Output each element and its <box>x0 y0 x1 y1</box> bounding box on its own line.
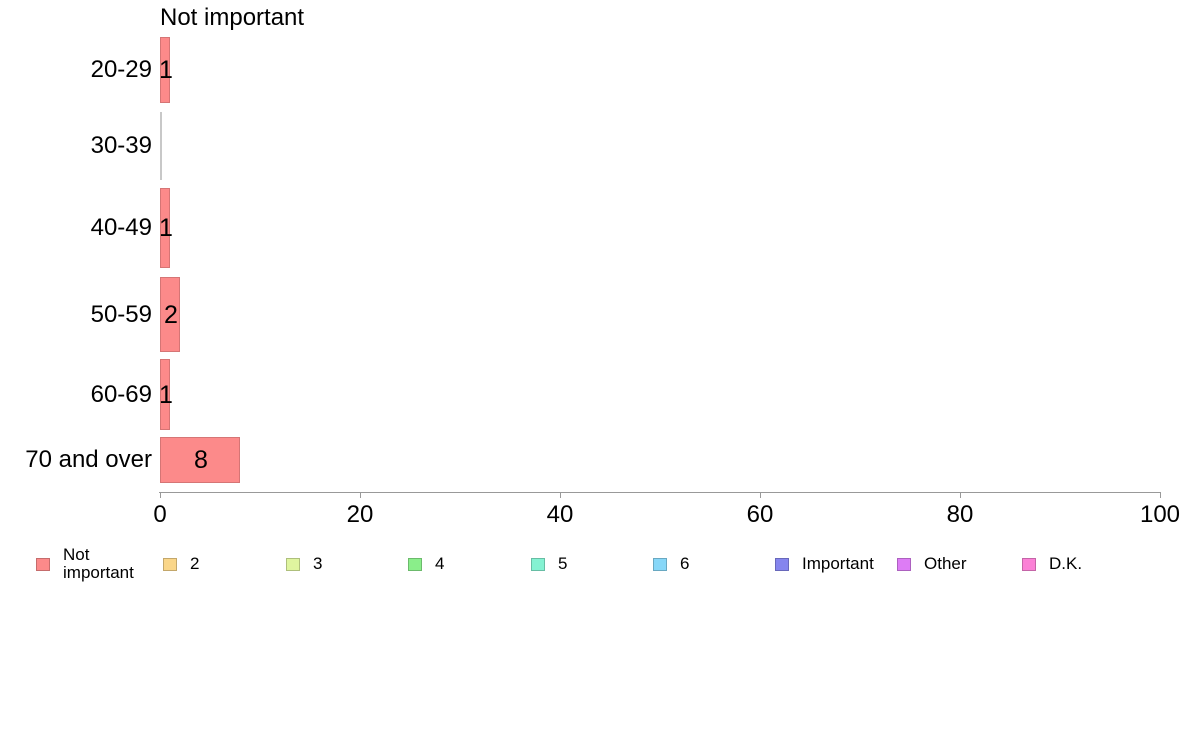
legend-item-4: 4 <box>408 543 444 585</box>
bar-20-29 <box>160 37 170 103</box>
value-label: 1 <box>159 380 173 409</box>
value-label: 8 <box>194 446 208 474</box>
legend-swatch-icon <box>653 557 667 571</box>
category-label: 70 and over <box>25 446 152 473</box>
legend-item-5: 5 <box>531 543 567 585</box>
legend-item-important: Important <box>775 543 874 585</box>
value-label: 1 <box>159 56 173 84</box>
legend-item-2: 2 <box>163 543 199 585</box>
category-label: 50-59 <box>90 300 152 328</box>
x-tick-mark <box>760 492 761 498</box>
x-tick-label: 40 <box>546 501 574 528</box>
category-label: 60-69 <box>90 380 152 408</box>
chart-title: Not important <box>160 4 305 31</box>
value-label: 1 <box>159 214 173 242</box>
legend-label: Not important <box>63 545 134 582</box>
legend-label: 4 <box>435 554 445 573</box>
x-tick-label: 80 <box>946 501 974 528</box>
x-tick-mark <box>560 492 561 498</box>
value-label: 2 <box>164 300 178 329</box>
x-tick-label: 0 <box>153 501 167 528</box>
bar-70-and-over <box>160 437 240 483</box>
legend-item-3: 3 <box>286 543 322 585</box>
legend-swatch-icon <box>1022 557 1036 571</box>
legend-swatch-icon <box>286 557 300 571</box>
x-tick-mark <box>360 492 361 498</box>
legend-swatch-icon <box>897 557 911 571</box>
legend-label: 5 <box>558 554 568 573</box>
legend-label: 2 <box>190 554 200 573</box>
legend-label: Important <box>802 554 874 573</box>
x-tick-label: 60 <box>746 501 774 528</box>
legend-swatch-icon <box>408 557 422 571</box>
legend-swatch-icon <box>163 557 177 571</box>
x-tick-mark <box>960 492 961 498</box>
zero-value-bar <box>160 112 162 180</box>
legend-label: 3 <box>313 554 323 573</box>
bar-60-69 <box>160 359 170 430</box>
x-tick-mark <box>1160 492 1161 498</box>
legend-label: Other <box>924 554 967 573</box>
legend-swatch-icon <box>775 557 789 571</box>
legend-label: D.K. <box>1049 554 1083 573</box>
legend-item-6: 6 <box>653 543 689 585</box>
x-axis-line <box>159 492 1161 493</box>
bar-50-59 <box>160 277 180 352</box>
legend-item-other: Other <box>897 543 967 585</box>
legend-item-not-important: Not important <box>36 543 151 585</box>
legend-swatch-icon <box>531 557 545 571</box>
legend-label: 6 <box>680 554 690 573</box>
x-tick-label: 100 <box>1139 501 1181 528</box>
category-label: 40-49 <box>90 214 152 241</box>
category-label: 30-39 <box>90 132 152 159</box>
legend-item-d-k-: D.K. <box>1022 543 1082 585</box>
x-tick-mark <box>160 492 161 498</box>
legend-swatch-icon <box>36 557 50 571</box>
bar-40-49 <box>160 188 170 268</box>
x-tick-label: 20 <box>346 501 374 528</box>
category-label: 20-29 <box>90 56 152 83</box>
